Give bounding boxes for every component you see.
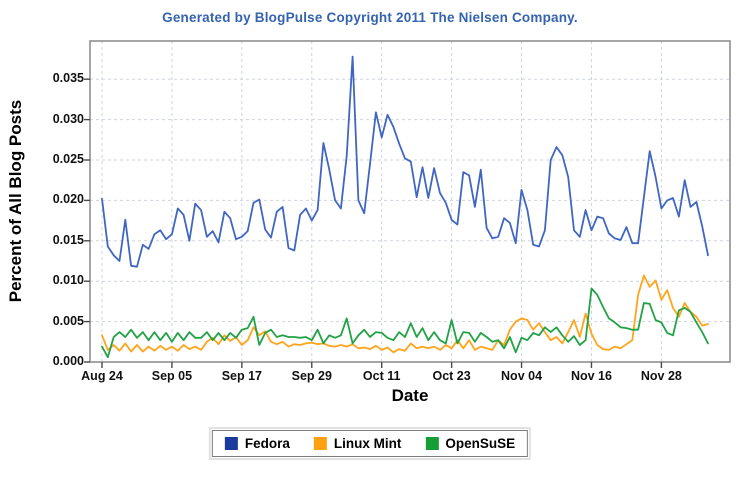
y-tick-label: 0.025 [52, 152, 84, 166]
x-axis-label: Date [391, 386, 429, 405]
y-tick-label: 0.010 [52, 273, 84, 288]
x-tick-label: Oct 23 [432, 369, 471, 383]
y-tick-label: 0.000 [52, 354, 84, 368]
opensuse-line [101, 287, 709, 359]
fedora-line [101, 55, 709, 268]
y-tick-label: 0.015 [52, 232, 84, 247]
legend-label: Fedora [244, 436, 290, 451]
y-tick-label: 0.035 [52, 71, 84, 86]
legend-label: Linux Mint [333, 436, 402, 451]
x-tick-label: Sep 29 [291, 369, 332, 383]
chart-title: Generated by BlogPulse Copyright 2011 Th… [162, 10, 578, 25]
legend: Fedora Linux Mint OpenSuSE [208, 427, 532, 460]
x-tick-label: Nov 28 [640, 369, 682, 383]
y-tick-label: 0.005 [52, 313, 84, 328]
legend-item-linux-mint: Linux Mint [313, 436, 402, 451]
x-tick-label: Oct 11 [362, 369, 401, 383]
legend-swatch-icon [425, 437, 439, 450]
x-tick-label: Aug 24 [81, 369, 123, 383]
linux-mint-line [101, 274, 709, 354]
x-tick-label: Nov 16 [570, 369, 612, 383]
x-tick-label: Sep 17 [221, 369, 262, 383]
y-tick-label: 0.020 [52, 192, 84, 207]
y-tick-label: 0.030 [52, 111, 84, 126]
legend-swatch-icon [224, 437, 238, 450]
legend-item-fedora: Fedora [224, 436, 290, 451]
legend-label: OpenSuSE [445, 436, 516, 451]
x-tick-label: Sep 05 [151, 369, 193, 383]
legend-item-opensuse: OpenSuSE [425, 436, 515, 451]
y-axis-label: Percent of All Blog Posts [6, 99, 25, 303]
plot-border [89, 40, 731, 363]
legend-swatch-icon [313, 437, 327, 450]
x-tick-label: Nov 04 [501, 369, 543, 383]
